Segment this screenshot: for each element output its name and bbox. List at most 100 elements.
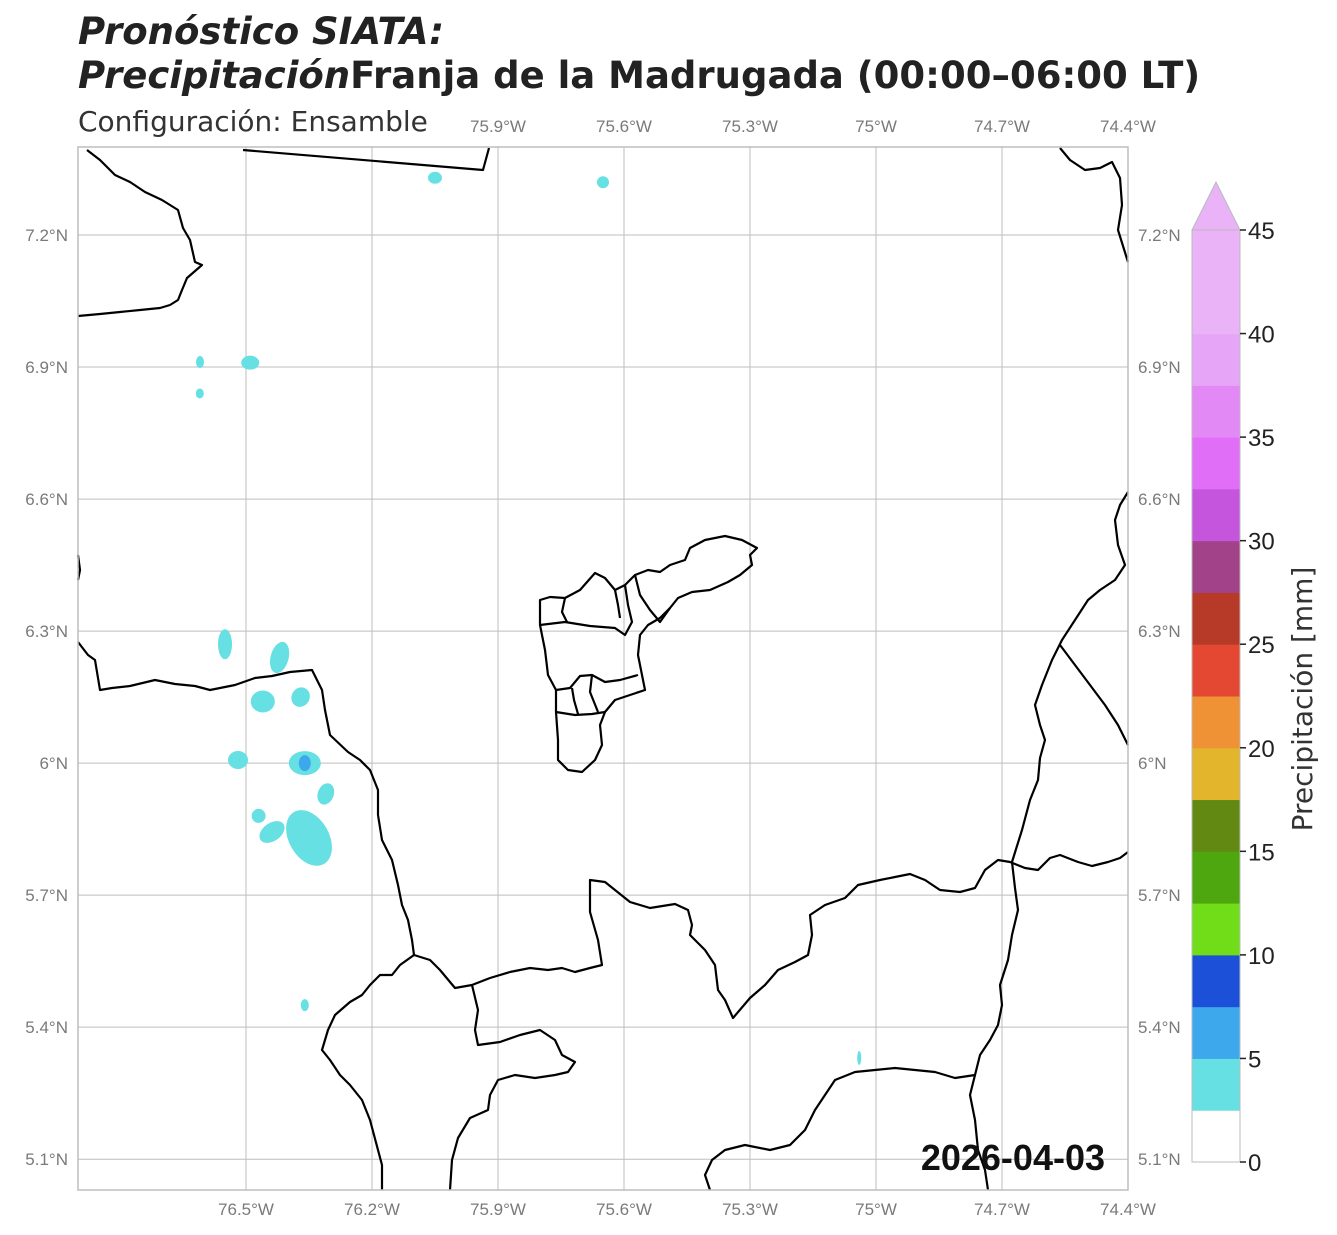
colorbar-segment [1192,696,1240,749]
boundary-top-line [242,147,491,172]
colorbar-segment [1192,540,1240,593]
precip-cell [291,687,310,707]
precip-cell-core [298,755,311,772]
precip-cell [317,783,335,805]
graticule [78,147,1129,1190]
colorbar-extend-arrow [1191,180,1241,231]
boundary-east-1 [1059,147,1130,263]
colorbar-segment [1192,1006,1240,1059]
x-tick-label-top: 74.7°W [974,117,1030,136]
boundary-aburra-inner-1 [539,584,634,637]
y-tick-label-right: 6.9°N [1138,358,1181,377]
boundary-south-3 [703,1066,976,1191]
colorbar-label: Precipitación [mm] [1286,567,1319,832]
title-period: Franja de la Madrugada (00:00–06:00 LT) [350,54,1201,97]
title-line-2: PrecipitaciónFranja de la Madrugada (00:… [78,54,1200,97]
x-tick-label-top: 75.9°W [470,117,526,136]
x-tick-label-bottom: 76.2°W [344,1200,400,1219]
boundary-east-2 [968,491,1129,1191]
colorbar-segment [1192,851,1240,904]
y-tick-label-left: 5.1°N [25,1150,68,1169]
map-axes: 76.5°W76.5°W76.2°W76.2°W75.9°W75.9°W75.6… [25,117,1180,1219]
precip-cell [218,629,232,660]
colorbar-tick-label: 5 [1248,1046,1261,1073]
colorbar-segment [1192,799,1240,852]
y-tick-label-left: 6°N [39,754,68,773]
boundary-aburra-inner-6 [560,589,622,623]
precip-cell [269,641,290,674]
precip-cell [286,810,332,866]
y-tick-label-left: 6.9°N [25,358,68,377]
x-tick-label-bottom: 74.4°W [1100,1200,1156,1219]
x-tick-label-top: 74.4°W [1100,117,1156,136]
y-tick-label-right: 5.7°N [1138,886,1181,905]
y-tick-label-right: 5.1°N [1138,1150,1181,1169]
y-tick-label-right: 6.3°N [1138,622,1181,641]
colorbar: 0 5 10 15 20 25 30 35 40 45 Precipitación [mm] [1191,180,1319,1177]
colorbar-segment [1192,333,1240,386]
precip-cell [300,999,309,1012]
boundary-aburra-inner-3 [555,673,639,692]
precip-cell [250,690,275,713]
x-tick-label-bottom: 75.6°W [596,1200,652,1219]
y-tick-label-left: 6.6°N [25,490,68,509]
colorbar-tick-label: 15 [1248,839,1275,866]
y-tick-label-left: 6.3°N [25,622,68,641]
colorbar-tick-label: 40 [1248,322,1275,349]
boundary-aburra-inner-4 [555,710,606,717]
boundary-aburra-inner-5 [570,674,600,715]
y-tick-label-right: 5.4°N [1138,1018,1181,1037]
y-tick-label-right: 6°N [1138,754,1167,773]
y-tick-label-left: 7.2°N [25,226,68,245]
x-tick-label-top: 75.3°W [722,117,778,136]
colorbar-segment [1192,385,1240,438]
boundary-south-1 [320,954,415,1190]
colorbar-segment [1192,1058,1240,1111]
precip-cell [259,821,285,843]
map-frame [77,146,1129,1191]
precipitation-field [195,171,862,1065]
colorbar-segment [1192,747,1240,801]
colorbar-tick-label: 10 [1248,943,1275,970]
y-tick-label-right: 7.2°N [1138,226,1181,245]
colorbar-tick-label: 25 [1248,632,1275,659]
colorbar-segment [1192,230,1240,335]
x-tick-label-bottom: 75.3°W [722,1200,778,1219]
colorbar-tick-label: 45 [1248,218,1275,245]
precip-cell [597,176,609,189]
boundary-south-2 [448,984,577,1191]
precip-cell [241,355,260,370]
subtitle: Configuración: Ensamble [78,105,440,138]
boundary-east-3 [1059,644,1129,746]
precip-cell [857,1050,862,1065]
precip-cell [196,356,204,368]
precip-cell [251,808,266,823]
colorbar-tick-label: 20 [1248,736,1275,763]
colorbar-segment [1192,954,1240,1008]
boundary-northwest-coast [77,149,204,318]
y-tick-label-left: 5.7°N [25,886,68,905]
y-tick-label-right: 6.6°N [1138,490,1181,509]
title-variable: Precipitación [78,54,351,97]
title-line-1: Pronóstico SIATA: [78,10,445,53]
x-tick-label-bottom: 75°W [855,1200,897,1219]
colorbar-segment [1192,644,1240,697]
x-tick-label-bottom: 74.7°W [974,1200,1030,1219]
colorbar-tick-label: 30 [1248,529,1275,556]
colorbar-segment [1192,488,1240,542]
boundary-aburra-outer [538,534,759,774]
boundary-west-gulf-south [77,641,1129,1020]
x-tick-label-bottom: 75.9°W [470,1200,526,1219]
colorbar-segment [1192,1110,1240,1163]
precip-cell [195,388,204,399]
precip-cell [428,171,442,184]
x-tick-label-top: 75.6°W [596,117,652,136]
colorbar-segment [1192,903,1240,956]
admin-boundaries [76,147,1130,1191]
x-tick-label-top: 75°W [855,117,897,136]
boundary-aburra-inner-2 [633,574,671,624]
date-stamp: 2026-04-03 [921,1137,1105,1178]
colorbar-segment [1192,437,1240,490]
colorbar-segment [1192,592,1240,645]
